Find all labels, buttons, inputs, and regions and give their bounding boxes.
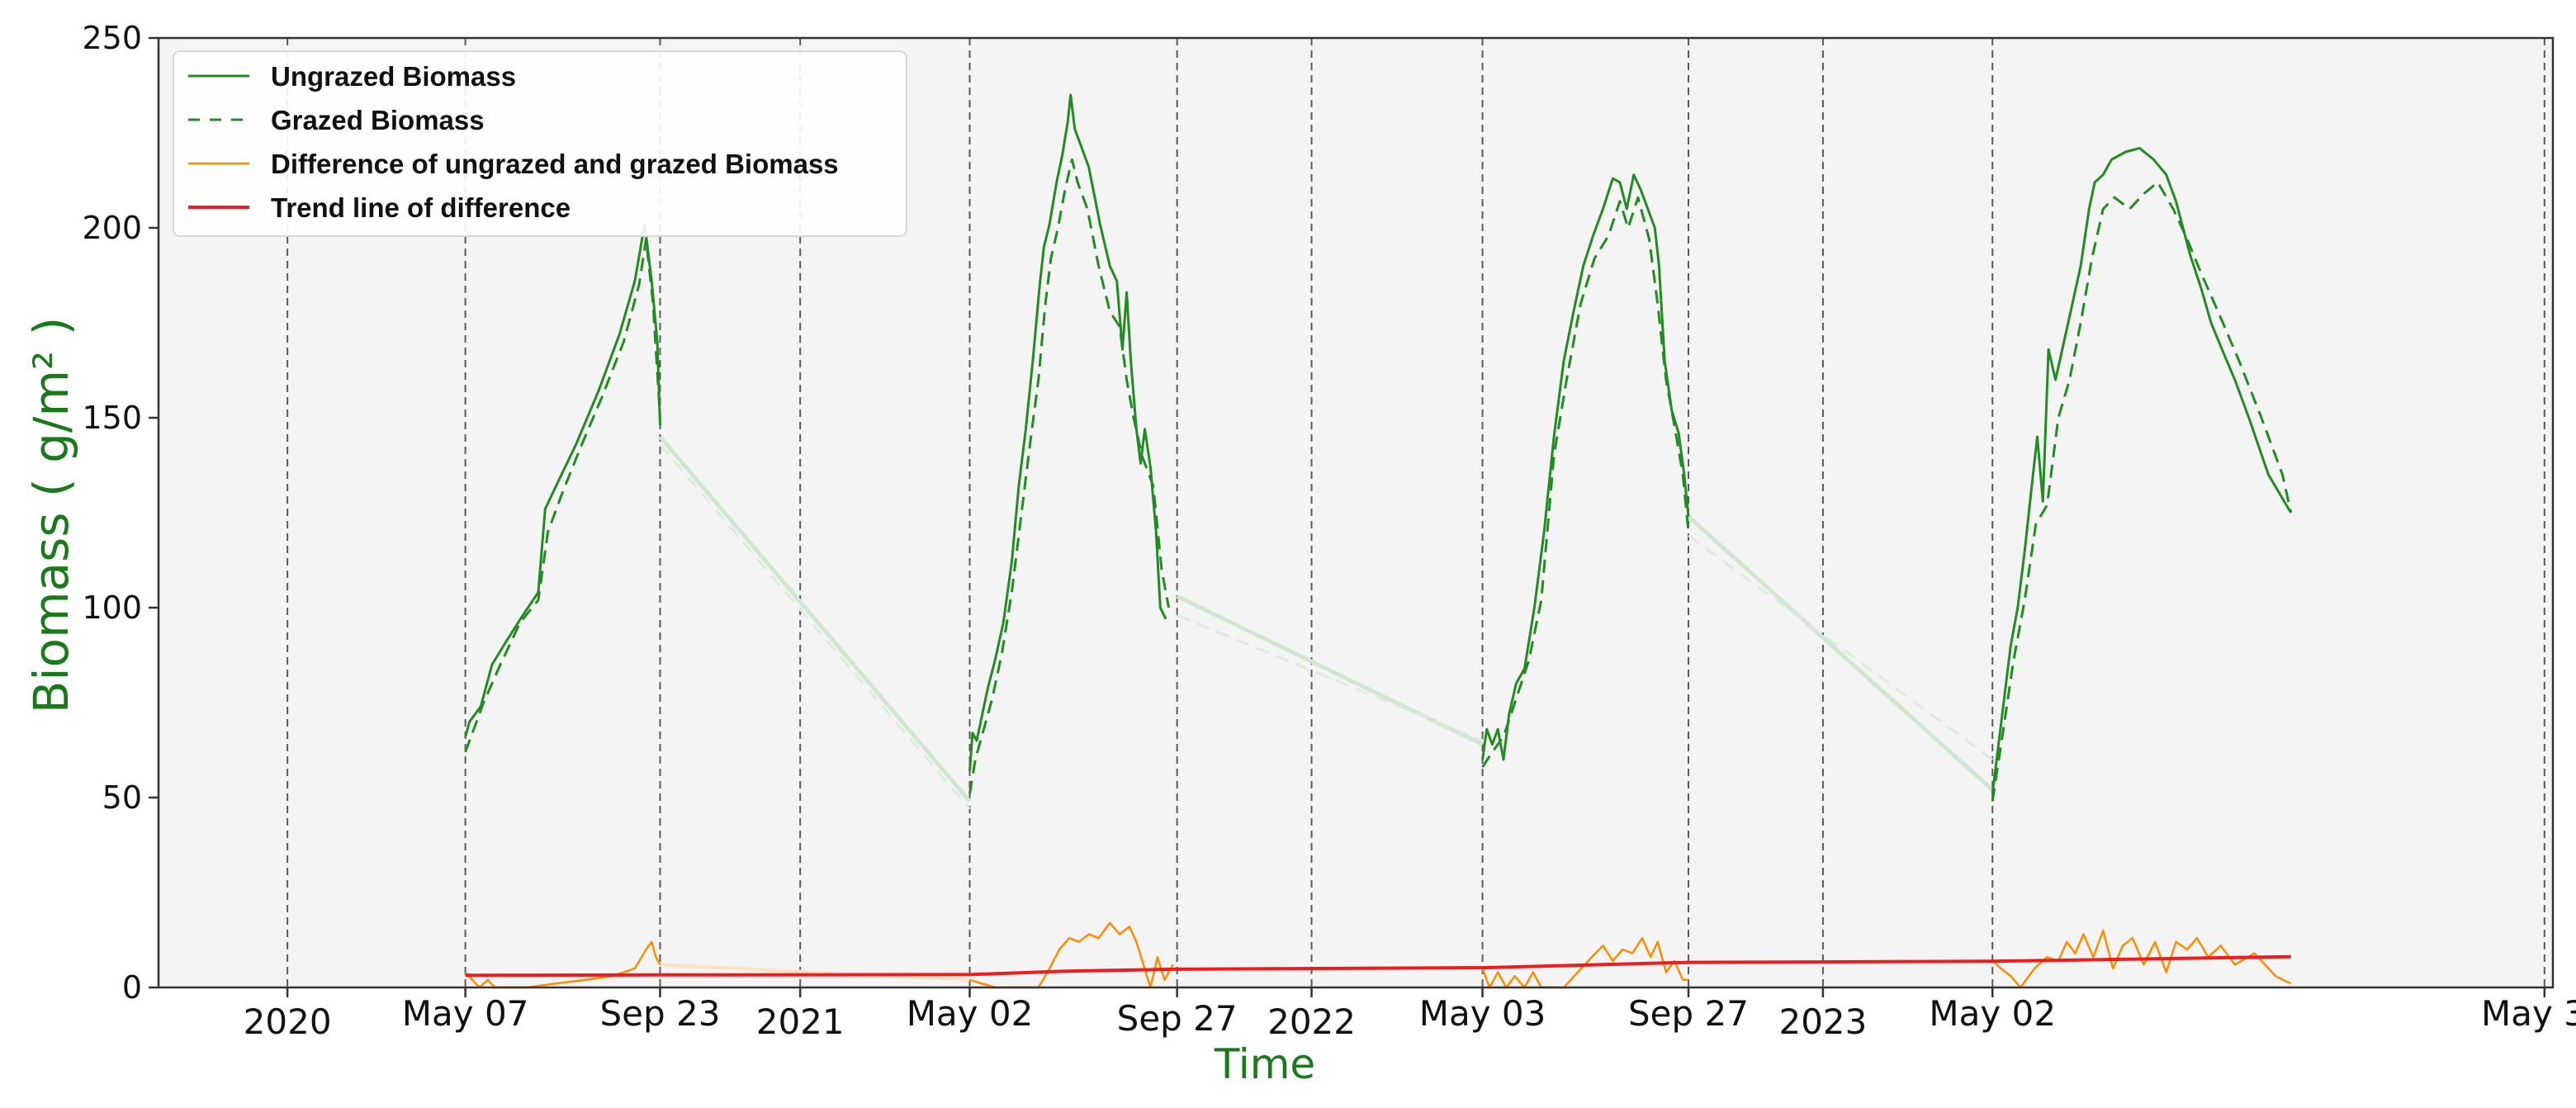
trend-line-of-difference-line-0 <box>465 954 2291 978</box>
y-tick-label: 250 <box>82 20 142 56</box>
difference-of-ungrazed-and-grazed-biomass-line-2 <box>1481 936 1688 989</box>
faded-segment-1 <box>659 443 971 810</box>
x-tick-label-1: May 07 <box>402 993 529 1034</box>
faded-segment-4 <box>1687 514 1994 792</box>
y-tick-label: 50 <box>102 779 142 816</box>
x-tick-label-2: Sep 23 <box>600 993 721 1034</box>
faded-segment-2 <box>1176 594 1484 746</box>
legend: Ungrazed Biomass Grazed Biomass Difference… <box>173 50 907 237</box>
x-tick-label-5: Sep 27 <box>1117 998 1238 1039</box>
x-tick-label-9: 2023 <box>1778 1001 1867 1042</box>
faded-segment-3 <box>1177 613 1484 742</box>
plot-frame <box>157 36 2555 989</box>
y-axis-ticks: 0 50 100 150 200 250 <box>82 20 159 1006</box>
difference-of-ungrazed-and-grazed-biomass-line-3 <box>1991 929 2292 989</box>
x-tick-label-10: May 02 <box>1929 993 2056 1034</box>
ungrazed-biomass-line-3 <box>1991 146 2292 794</box>
grazed-biomass-line-3 <box>1991 181 2293 802</box>
legend-label-0: Ungrazed Biomass <box>271 61 516 92</box>
grazed-biomass-line-1 <box>968 158 1170 794</box>
faded-difference-segment <box>660 963 970 982</box>
x-tick-label-11: May 30 <box>2481 993 2576 1034</box>
x-axis-ticks: 2020 May 07 Sep 23 2021 May 02 Sep 27 2022 May … <box>244 987 2576 1042</box>
grazed-biomass-line-0 <box>464 238 661 753</box>
legend-label-1: Grazed Biomass <box>271 105 485 135</box>
y-tick-label: 200 <box>82 210 142 246</box>
ungrazed-biomass-line-1 <box>968 93 1167 771</box>
x-tick-label-8: Sep 27 <box>1628 993 1749 1034</box>
x-axis-title: Time <box>1214 1040 1315 1088</box>
legend-label-3: Trend line of difference <box>271 192 571 223</box>
x-tick-label-6: 2022 <box>1267 1001 1356 1042</box>
y-tick-label: 150 <box>82 400 142 436</box>
faded-segment-0 <box>658 435 972 803</box>
y-tick-label: 0 <box>122 969 142 1006</box>
ungrazed-biomass-line-0 <box>464 222 661 737</box>
series-lines <box>464 93 2293 989</box>
x-tick-label-7: May 03 <box>1419 993 1546 1034</box>
x-tick-label-4: May 02 <box>907 993 1034 1034</box>
y-axis-title: Biomass ( g/m² ) <box>23 317 79 714</box>
grazed-biomass-line-2 <box>1481 196 1690 769</box>
legend-label-2: Difference of ungrazed and grazed Biomas… <box>271 149 839 179</box>
x-tick-label-3: 2021 <box>756 1001 845 1042</box>
y-tick-label: 100 <box>82 590 142 626</box>
interpolated-segments <box>658 435 1994 982</box>
difference-of-ungrazed-and-grazed-biomass-line-0 <box>464 940 661 989</box>
legend-box <box>173 50 907 237</box>
x-tick-label-0: 2020 <box>244 1001 332 1042</box>
